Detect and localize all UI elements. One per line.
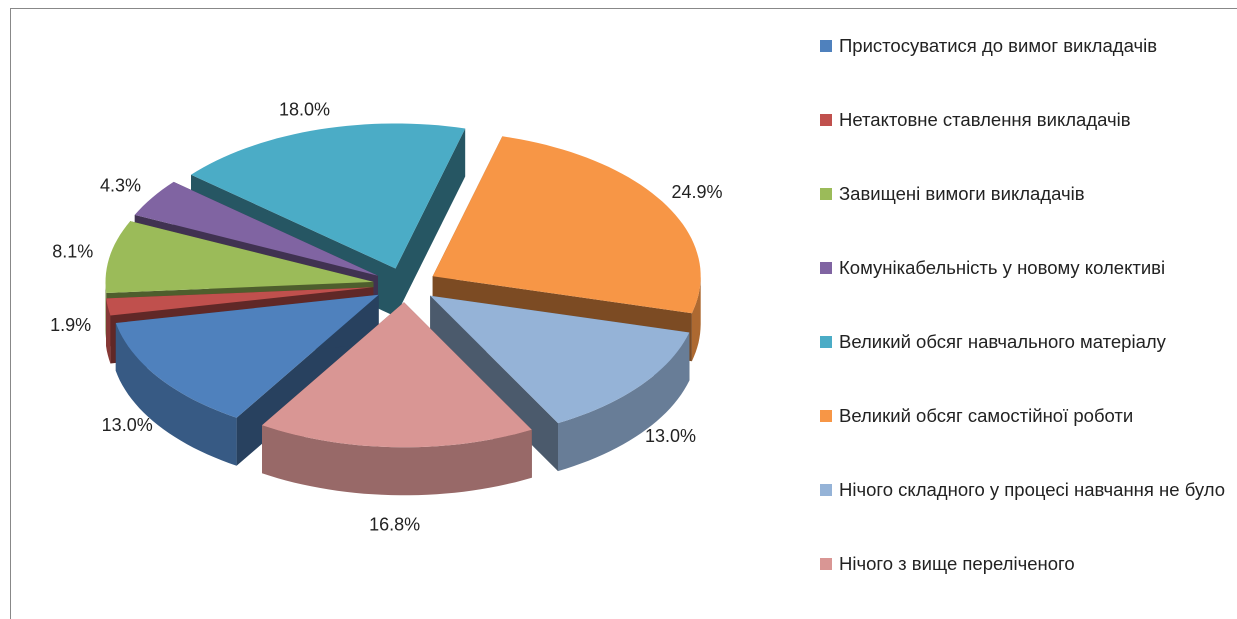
- slice-wall: [691, 276, 701, 362]
- data-label: 1.9%: [50, 315, 91, 335]
- pie: 13.0% 1.9% 8.1% 4.3% 18.0% 24.9% 13.0% 16.8%: [50, 99, 722, 534]
- slice-top: [432, 136, 701, 314]
- slice-top: [105, 221, 374, 293]
- slice-top: [262, 302, 532, 448]
- slice-top: [106, 287, 374, 316]
- slice-wall: [558, 332, 690, 472]
- data-label: 13.0%: [645, 426, 696, 446]
- data-label: 4.3%: [100, 176, 141, 196]
- slice-top: [134, 181, 378, 276]
- slice-wall: [106, 298, 111, 364]
- slice-wall: [115, 323, 237, 466]
- data-label: 16.8%: [369, 514, 420, 534]
- slice-top: [115, 294, 379, 418]
- data-label: 13.0%: [102, 415, 153, 435]
- slice-top: [430, 295, 690, 424]
- slice: [262, 302, 532, 496]
- data-label: 8.1%: [52, 241, 93, 261]
- slice-top: [191, 123, 466, 269]
- slice-side: [395, 128, 466, 317]
- data-label: 24.9%: [671, 182, 722, 202]
- data-label: 18.0%: [279, 99, 330, 119]
- slice-wall: [262, 425, 532, 496]
